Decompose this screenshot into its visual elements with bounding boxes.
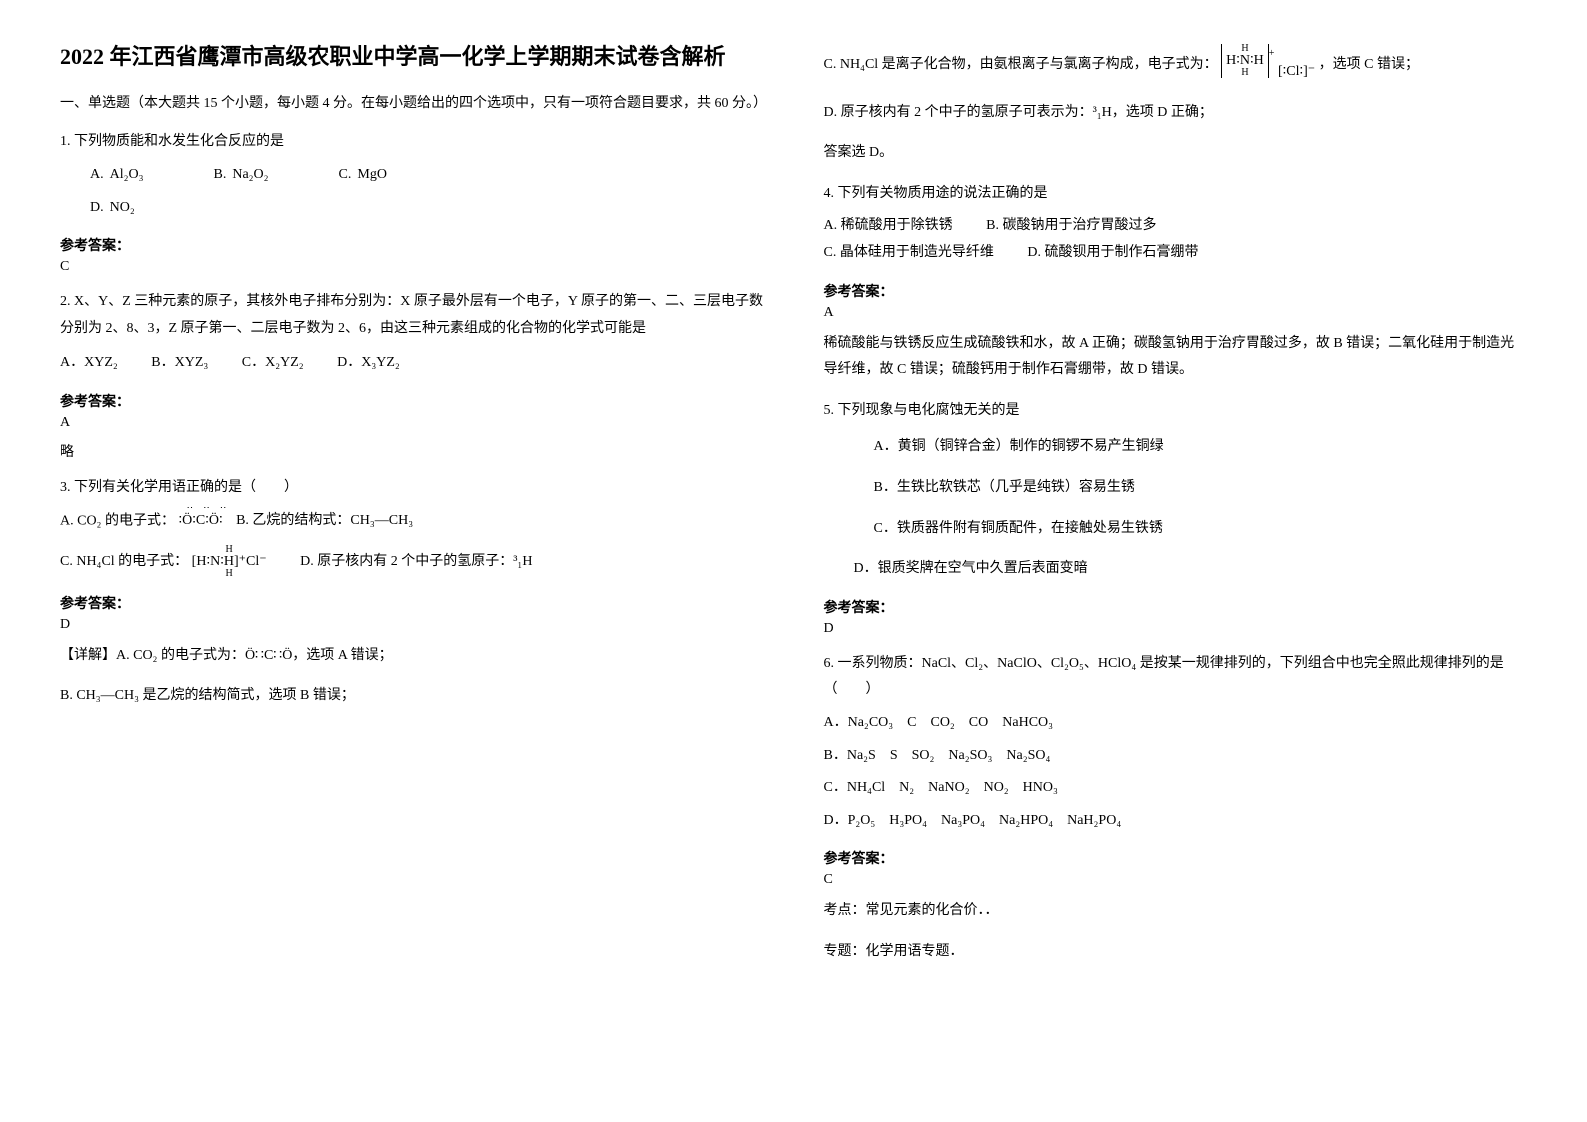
q2-brief: 略 — [60, 441, 764, 461]
q3-optC-formula: [H∶N∶H]⁺Cl⁻ — [192, 554, 267, 569]
q5-optC: C．铁质器件附有铜质配件，在接触处易生铁锈 — [874, 516, 1528, 543]
question-3: 3. 下列有关化学用语正确的是（ ） A. CO₂ 的电子式： ‥ ‥ ‥ ∶Ö… — [60, 475, 764, 579]
q6-ref: 参考答案： — [824, 848, 1528, 868]
q4-optB: B. 碳酸钠用于治疗胃酸过多 — [986, 213, 1156, 240]
q3-explainC: C. NH₄Cl 是离子化合物，由氨根离子与氯离子构成，电子式为： H H∶N∶… — [824, 44, 1528, 86]
q1-ref: 参考答案： — [60, 235, 764, 255]
q5-stem: 5. 下列现象与电化腐蚀无关的是 — [824, 398, 1528, 425]
q6-optB: B．Na₂S S SO₂ Na₂SO₃ Na₂SO₄ — [824, 743, 1528, 770]
q2-optB: B．XYZ₃ — [151, 350, 208, 377]
q3-stem: 3. 下列有关化学用语正确的是（ ） — [60, 475, 764, 502]
question-4: 4. 下列有关物质用途的说法正确的是 A. 稀硫酸用于除铁锈 B. 碳酸钠用于治… — [824, 181, 1528, 267]
q6-optD: D．P₂O₅ H₃PO₄ Na₃PO₄ Na₂HPO₄ NaH₂PO₄ — [824, 808, 1528, 835]
q4-optD: D. 硫酸钡用于制作石膏绷带 — [1027, 240, 1198, 267]
q3-ref: 参考答案： — [60, 593, 764, 613]
q1-optD: D. NO₂ — [90, 195, 135, 222]
q5-optA: A．黄铜（铜锌合金）制作的铜锣不易产生铜绿 — [874, 434, 1528, 461]
q5-ans: D — [824, 621, 1528, 637]
q4-explain: 稀硫酸能与铁锈反应生成硫酸铁和水，故 A 正确；碳酸氢钠用于治疗胃酸过多，故 B… — [824, 331, 1528, 384]
q3-optC: C. NH₄Cl 的电子式： — [60, 554, 188, 569]
question-1: 1. 下列物质能和水发生化合反应的是 A. Al₂O₃ B. Na₂O₂ C. … — [60, 129, 764, 221]
q4-optA: A. 稀硫酸用于除铁锈 — [824, 213, 953, 240]
section-intro: 一、单选题（本大题共 15 个小题，每小题 4 分。在每小题给出的四个选项中，只… — [60, 93, 764, 115]
q5-optD: D．银质奖牌在空气中久置后表面变暗 — [854, 556, 1528, 583]
q6-ans: C — [824, 872, 1528, 888]
question-6: 6. 一系列物质：NaCl、Cl₂、NaClO、Cl₂O₅、HClO₄ 是按某一… — [824, 651, 1528, 835]
q6-note1: 考点：常见元素的化合价．． — [824, 898, 1528, 925]
q4-ref: 参考答案： — [824, 281, 1528, 301]
q3-optA-formula: ∶Ö∶C∶Ö∶ — [178, 513, 222, 528]
q3-conclusion: 答案选 D。 — [824, 140, 1528, 167]
question-5: 5. 下列现象与电化腐蚀无关的是 A．黄铜（铜锌合金）制作的铜锣不易产生铜绿 B… — [824, 398, 1528, 583]
question-2: 2. X、Y、Z 三种元素的原子，其核外电子排布分别为：X 原子最外层有一个电子… — [60, 289, 764, 377]
q2-optA: A．XYZ₂ — [60, 350, 118, 377]
q3-optB: B. 乙烷的结构式：CH₃—CH₃ — [236, 513, 413, 528]
exam-title: 2022 年江西省鹰潭市高级农职业中学高一化学上学期期末试卷含解析 — [60, 40, 764, 73]
q1-stem: 1. 下列物质能和水发生化合反应的是 — [60, 129, 764, 156]
q3-explainA: 【详解】A. CO₂ 的电子式为：Ö∷C∷Ö，选项 A 错误； — [60, 643, 764, 670]
q2-optD: D．X₃YZ₂ — [337, 350, 400, 377]
q1-optB: B. Na₂O₂ — [214, 162, 269, 189]
q4-stem: 4. 下列有关物质用途的说法正确的是 — [824, 181, 1528, 208]
q6-stem: 6. 一系列物质：NaCl、Cl₂、NaClO、Cl₂O₅、HClO₄ 是按某一… — [824, 651, 1528, 704]
q2-optC: C．X₂YZ₂ — [242, 350, 304, 377]
q1-optC: C. MgO — [339, 162, 387, 189]
q2-ref: 参考答案： — [60, 391, 764, 411]
q3-optD: D. 原子核内有 2 个中子的氢原子：³₁H — [300, 554, 532, 569]
q4-ans: A — [824, 305, 1528, 321]
q3-optA: A. CO₂ 的电子式： — [60, 513, 175, 528]
q1-ans: C — [60, 259, 764, 275]
q5-optB: B．生铁比软铁芯（几乎是纯铁）容易生锈 — [874, 475, 1528, 502]
q4-optC: C. 晶体硅用于制造光导纤维 — [824, 240, 994, 267]
q3-explainD: D. 原子核内有 2 个中子的氢原子可表示为：³₁H，选项 D 正确； — [824, 100, 1528, 127]
q6-optA: A．Na₂CO₃ C CO₂ CO NaHCO₃ — [824, 710, 1528, 737]
q2-ans: A — [60, 415, 764, 431]
q5-ref: 参考答案： — [824, 597, 1528, 617]
q6-optC: C．NH₄Cl N₂ NaNO₂ NO₂ HNO₃ — [824, 775, 1528, 802]
q1-optA: A. Al₂O₃ — [90, 162, 144, 189]
q3-explainB: B. CH₃—CH₃ 是乙烷的结构简式，选项 B 错误； — [60, 683, 764, 710]
q2-stem: 2. X、Y、Z 三种元素的原子，其核外电子排布分别为：X 原子最外层有一个电子… — [60, 289, 764, 342]
q3-ans: D — [60, 617, 764, 633]
q6-note2: 专题：化学用语专题． — [824, 939, 1528, 966]
